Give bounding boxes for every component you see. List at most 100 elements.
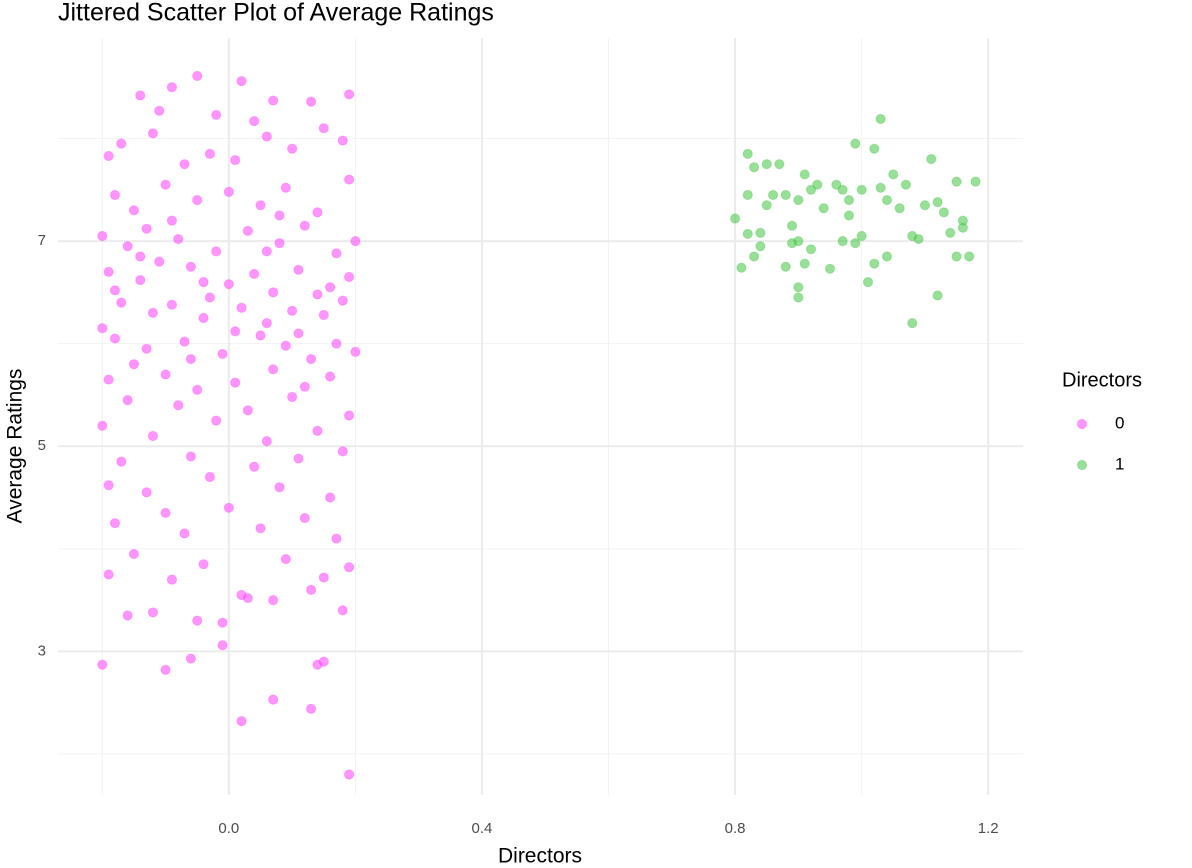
point xyxy=(160,507,171,519)
point xyxy=(154,105,165,116)
point xyxy=(318,309,329,321)
point xyxy=(755,241,766,252)
point xyxy=(793,282,804,293)
point xyxy=(103,150,114,162)
point xyxy=(268,287,279,298)
point xyxy=(249,268,260,280)
point xyxy=(135,90,146,101)
point xyxy=(287,391,298,403)
point xyxy=(299,512,310,524)
point xyxy=(204,148,215,160)
point xyxy=(122,610,133,621)
point xyxy=(147,607,159,618)
point xyxy=(306,584,317,595)
point xyxy=(343,410,355,421)
point xyxy=(881,194,893,206)
y-tick-label: 7 xyxy=(38,232,46,249)
legend-label: 0 xyxy=(1115,413,1124,432)
point xyxy=(805,244,817,255)
point xyxy=(116,456,127,467)
point xyxy=(331,533,342,544)
point xyxy=(850,138,861,149)
point xyxy=(135,274,146,286)
point xyxy=(926,153,937,165)
y-axis-title: Average Ratings xyxy=(4,369,27,524)
legend-marker xyxy=(1076,459,1088,471)
point xyxy=(299,381,310,392)
point xyxy=(837,184,848,195)
point xyxy=(255,523,266,534)
point xyxy=(160,664,171,675)
point xyxy=(293,328,304,339)
point xyxy=(324,282,336,293)
point xyxy=(306,96,317,107)
point xyxy=(103,266,114,277)
point xyxy=(261,246,272,257)
point xyxy=(223,502,234,513)
point xyxy=(932,290,943,301)
point xyxy=(812,179,823,190)
point xyxy=(242,405,253,416)
point xyxy=(236,75,247,87)
point xyxy=(173,233,184,245)
point xyxy=(198,312,209,324)
point xyxy=(97,420,108,431)
point xyxy=(97,230,108,242)
point xyxy=(192,194,203,206)
point xyxy=(223,186,234,197)
point xyxy=(217,640,228,651)
point xyxy=(141,343,152,354)
point xyxy=(312,289,323,300)
point xyxy=(306,353,317,365)
legend-label: 1 xyxy=(1115,454,1124,473)
point xyxy=(147,128,159,139)
point xyxy=(249,115,260,127)
grid xyxy=(58,38,1023,795)
point xyxy=(324,371,336,382)
point xyxy=(211,246,222,257)
point xyxy=(179,528,190,539)
point xyxy=(268,364,279,375)
point xyxy=(280,340,291,351)
point xyxy=(951,176,962,187)
point xyxy=(343,89,355,100)
point xyxy=(970,176,981,187)
labels: 0.0 0.4 0.8 1.2 3 5 7 xyxy=(38,232,999,837)
point xyxy=(166,299,178,310)
legend-title: Directors xyxy=(1062,369,1142,391)
point xyxy=(964,251,975,262)
point xyxy=(831,179,842,190)
point xyxy=(204,292,215,303)
point xyxy=(900,179,912,190)
point xyxy=(938,207,950,218)
point xyxy=(236,716,247,727)
legend: Directors 0 1 xyxy=(1062,369,1142,473)
point xyxy=(742,148,753,160)
point xyxy=(824,263,836,274)
y-tick-label: 3 xyxy=(38,642,46,659)
legend-marker xyxy=(1076,418,1088,430)
point xyxy=(109,189,121,201)
point xyxy=(951,251,962,262)
point xyxy=(242,225,253,236)
point xyxy=(793,292,804,303)
point xyxy=(748,162,760,173)
point xyxy=(103,374,114,385)
point xyxy=(774,159,785,170)
point xyxy=(780,261,791,272)
point xyxy=(932,197,943,208)
point xyxy=(185,653,196,664)
point xyxy=(907,318,918,329)
point xyxy=(856,184,867,195)
point xyxy=(116,297,127,308)
x-axis-title: Directors xyxy=(498,845,582,868)
point xyxy=(761,200,772,211)
point xyxy=(343,562,355,573)
point xyxy=(230,377,241,388)
point xyxy=(755,227,766,238)
point xyxy=(331,338,342,349)
point xyxy=(160,179,171,190)
point xyxy=(856,230,867,242)
point xyxy=(160,369,171,380)
